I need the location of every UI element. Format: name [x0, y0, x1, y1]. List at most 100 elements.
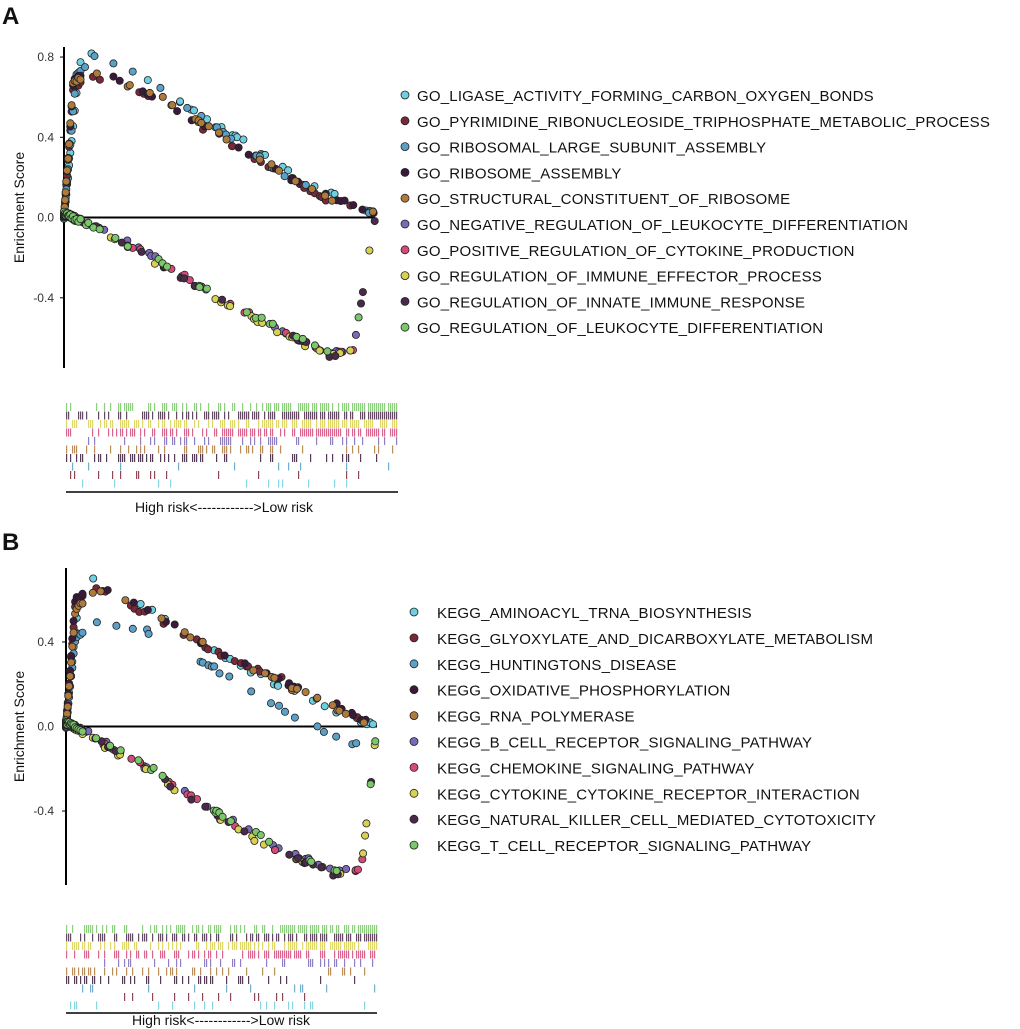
barcode-tick [382, 403, 384, 411]
barcode-tick [286, 420, 288, 428]
barcode-tick [278, 950, 280, 959]
barcode-tick [120, 454, 122, 462]
barcode-tick [126, 942, 128, 950]
barcode-tick [148, 411, 150, 420]
curve-point [301, 688, 310, 697]
barcode-tick [334, 933, 336, 942]
curve-point [349, 711, 358, 720]
barcode-tick [274, 942, 276, 950]
barcode-tick [150, 942, 152, 950]
barcode-tick [354, 925, 356, 933]
barcode-tick [66, 428, 68, 437]
barcode-tick [306, 411, 308, 420]
barcode-tick [126, 428, 128, 437]
barcode-tick [226, 445, 228, 454]
barcode-tick [332, 437, 334, 445]
curve-point [301, 180, 310, 189]
curve-point [204, 645, 213, 654]
barcode-tick [88, 967, 90, 976]
barcode-tick [326, 984, 328, 993]
curve-point [214, 128, 223, 137]
curve-point [307, 184, 316, 193]
barcode-tick [126, 403, 128, 411]
barcode-tick [224, 411, 226, 420]
curve-point [255, 155, 264, 164]
curve-point [319, 727, 328, 736]
barcode-tick [214, 411, 216, 420]
barcode-tick [180, 942, 182, 950]
barcode-tick [158, 967, 160, 976]
barcode-tick [278, 933, 280, 942]
barcode-tick [104, 420, 106, 428]
barcode-tick [80, 976, 82, 984]
curve-point [292, 684, 301, 693]
barcode-tick [244, 925, 246, 933]
barcode-tick [284, 959, 286, 967]
barcode-tick [96, 1001, 98, 1010]
barcode-tick [90, 967, 92, 976]
barcode-tick [120, 428, 122, 437]
barcode-tick [124, 942, 126, 950]
curve-point [268, 319, 277, 328]
curve-point [92, 618, 101, 627]
barcode-tick [98, 411, 100, 420]
barcode-tick [342, 933, 344, 942]
barcode-tick [154, 403, 156, 411]
barcode-tick [176, 925, 178, 933]
barcode-tick [310, 933, 312, 942]
barcode-tick [316, 925, 318, 933]
curve-point [170, 620, 179, 629]
barcode-tick [302, 942, 304, 950]
barcode-tick [208, 437, 210, 445]
barcode-tick [160, 950, 162, 959]
barcode-tick [308, 950, 310, 959]
barcode-tick [182, 454, 184, 462]
curve-point [327, 196, 336, 205]
barcode-tick [252, 445, 254, 454]
barcode-tick [172, 942, 174, 950]
barcode-tick [92, 976, 94, 984]
barcode-tick [132, 454, 134, 462]
barcode-tick [346, 454, 348, 462]
barcode-tick [328, 959, 330, 967]
panel-label-b: B [2, 529, 19, 556]
barcode-tick [206, 976, 208, 984]
barcode-tick [136, 942, 138, 950]
barcode-tick [176, 933, 178, 942]
barcode-tick [124, 437, 126, 445]
barcode-tick [176, 403, 178, 411]
barcode-tick [106, 925, 108, 933]
barcode-tick [166, 933, 168, 942]
curve-point [66, 119, 75, 128]
curve-point [362, 819, 371, 828]
barcode-tick [396, 437, 398, 445]
barcode-tick [300, 950, 302, 959]
barcode-tick [250, 950, 252, 959]
barcode-tick [104, 950, 106, 959]
barcode-tick [254, 950, 256, 959]
barcode-tick [104, 959, 106, 967]
barcode-tick [312, 959, 314, 967]
y-axis-title: Enrichment Score [11, 671, 27, 782]
curve-point [158, 92, 167, 101]
barcode-tick [110, 445, 112, 454]
barcode-tick [112, 967, 114, 976]
barcode-tick [352, 445, 354, 454]
barcode-tick [362, 437, 364, 445]
barcode-tick [90, 420, 92, 428]
curve-point [353, 865, 362, 874]
barcode-tick [270, 437, 272, 445]
barcode-tick [312, 403, 314, 411]
barcode-tick [378, 445, 380, 454]
barcode-tick [362, 411, 364, 420]
barcode-tick [268, 437, 270, 445]
barcode-tick [196, 942, 198, 950]
curve-point [222, 135, 231, 144]
barcode-tick [354, 437, 356, 445]
barcode-tick [372, 942, 374, 950]
barcode-tick [220, 437, 222, 445]
barcode-tick [362, 925, 364, 933]
barcode-tick [308, 479, 310, 488]
curve-point [187, 795, 196, 804]
barcode-tick [278, 462, 280, 471]
